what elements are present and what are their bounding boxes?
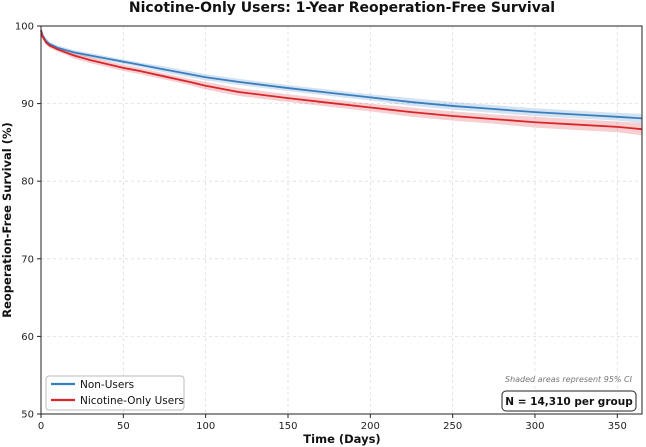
ci-band-1 [41, 29, 642, 136]
plot-frame [40, 25, 643, 415]
ci-band-0 [41, 29, 642, 123]
x-tick-label: 200 [361, 421, 380, 432]
legend: Non-Users Nicotine-Only Users [45, 375, 185, 411]
x-axis-label: Time (Days) [303, 432, 380, 446]
x-tick-label: 300 [525, 421, 544, 432]
x-tick-label: 150 [278, 421, 297, 432]
ci-annotation: Shaded areas represent 95% CI [505, 375, 633, 384]
y-ticks: 50 60 70 80 90 100 [15, 22, 41, 421]
x-tick-label: 0 [38, 421, 44, 432]
series-line-0 [40, 29, 643, 120]
y-tick-label: 70 [21, 254, 34, 265]
series-line-1 [40, 30, 643, 131]
x-tick-label: 250 [443, 421, 462, 432]
y-tick-label: 50 [21, 410, 34, 421]
sample-size-label: N = 14,310 per group [505, 396, 633, 408]
series-lines [40, 29, 643, 131]
x-tick-label: 100 [196, 421, 215, 432]
ci-bands [41, 29, 642, 136]
y-tick-label: 60 [21, 332, 34, 343]
x-tick-label: 350 [608, 421, 627, 432]
y-tick-label: 80 [21, 177, 34, 188]
x-ticks: 0 50 100 150 200 250 300 350 [38, 414, 627, 432]
chart-title: Nicotine-Only Users: 1-Year Reoperation-… [129, 0, 555, 16]
y-tick-label: 100 [15, 22, 34, 33]
legend-label-nicotine-users: Nicotine-Only Users [80, 395, 184, 407]
grid [40, 25, 642, 415]
x-tick-label: 50 [117, 421, 130, 432]
legend-box [45, 375, 185, 411]
y-tick-label: 90 [21, 99, 34, 110]
legend-label-non-users: Non-Users [80, 379, 134, 391]
sample-size-box [501, 390, 637, 412]
y-axis-label: Reoperation-Free Survival (%) [0, 122, 14, 318]
